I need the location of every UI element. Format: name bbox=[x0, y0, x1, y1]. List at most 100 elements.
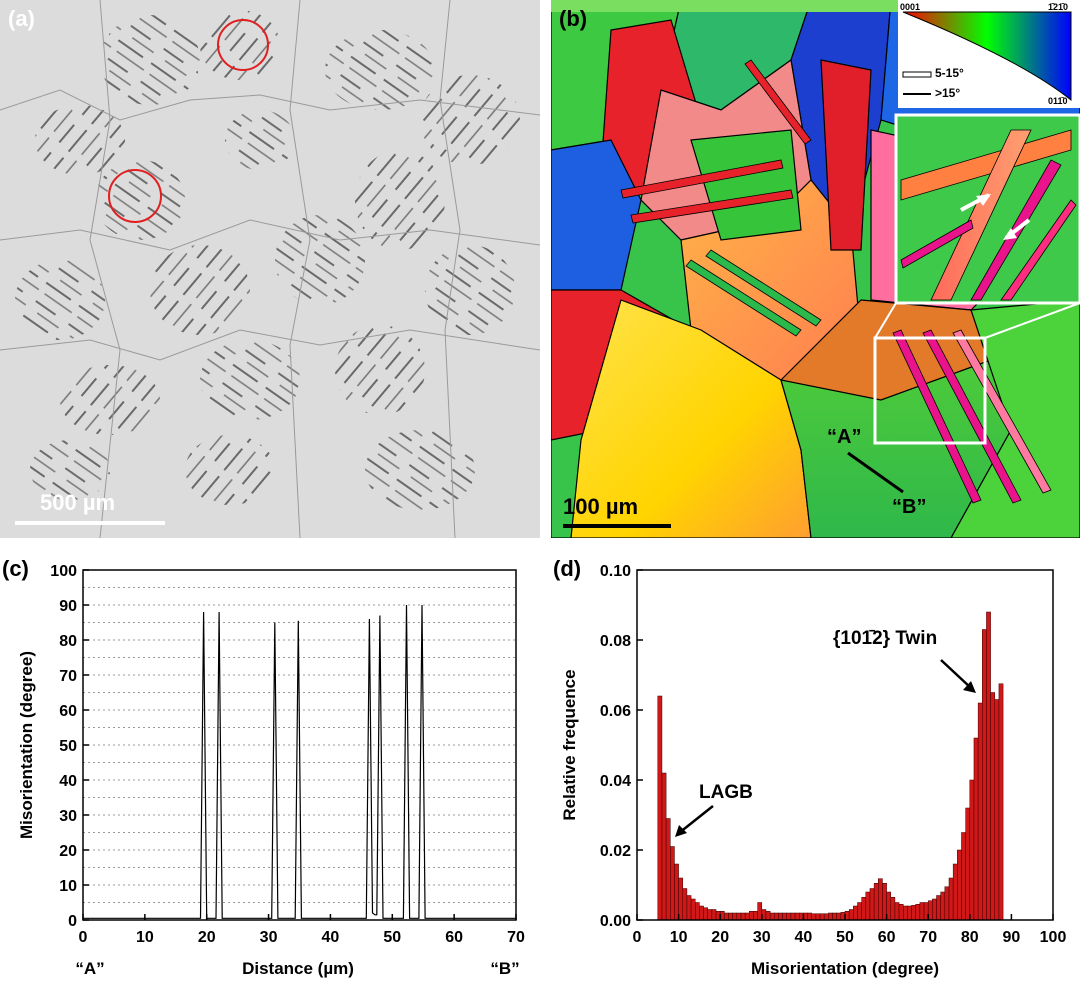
y-tick-label-d: 0.08 bbox=[600, 633, 631, 650]
plot-frame-d bbox=[636, 569, 1054, 921]
histogram-bar bbox=[782, 912, 788, 921]
x-tick-label-c: 50 bbox=[383, 929, 401, 946]
histogram-bar bbox=[898, 904, 904, 921]
histogram-bar bbox=[994, 699, 1000, 921]
y-tick-label-c: 50 bbox=[59, 738, 77, 755]
y-tick-label-c: 0 bbox=[68, 913, 77, 930]
y-tick-label-c: 10 bbox=[59, 878, 77, 895]
panel-a-micrograph: (a) 500 µm bbox=[0, 0, 541, 539]
histogram-bar bbox=[907, 905, 912, 921]
histogram-bar bbox=[836, 912, 842, 921]
histogram-bar bbox=[986, 611, 991, 921]
x-tick-label-c: 20 bbox=[198, 929, 216, 946]
histogram-bar bbox=[890, 897, 896, 921]
x-tick-label-d: 50 bbox=[836, 929, 854, 946]
histogram-bar bbox=[732, 912, 738, 921]
histogram-bar bbox=[952, 863, 958, 921]
histogram-bar bbox=[998, 683, 1004, 921]
ipf-corner-1210: 1̄21̄0 bbox=[1048, 2, 1069, 12]
y-tick-label-c: 60 bbox=[59, 703, 77, 720]
histogram-bar bbox=[811, 913, 817, 921]
y-tick-label-c: 20 bbox=[59, 843, 77, 860]
y-tick-label-c: 80 bbox=[59, 633, 77, 650]
y-tick-label-c: 100 bbox=[50, 563, 77, 580]
y-tick-label-d: 0.00 bbox=[600, 913, 631, 930]
histogram-bar bbox=[665, 818, 671, 921]
histogram-bar bbox=[861, 897, 867, 921]
x-tick-label-c: 30 bbox=[260, 929, 278, 946]
histogram-bar bbox=[661, 772, 667, 921]
histogram-bar bbox=[990, 692, 996, 921]
annotation-arrow-twin-icon bbox=[940, 659, 972, 689]
histogram-bar bbox=[790, 912, 796, 921]
y-tick-label-c: 40 bbox=[59, 773, 77, 790]
optical-micrograph-image bbox=[0, 0, 541, 539]
histogram-bar bbox=[749, 911, 754, 921]
histogram-bar bbox=[853, 905, 858, 921]
x-tick-label-d: 60 bbox=[878, 929, 896, 946]
histogram-bar bbox=[794, 912, 800, 921]
histogram-bar bbox=[674, 863, 679, 921]
x-tick-label-d: 10 bbox=[670, 929, 688, 946]
histogram-bar bbox=[873, 883, 879, 921]
highlight-circle-2 bbox=[108, 169, 162, 223]
histogram-bar bbox=[902, 905, 908, 921]
y-tick-label-c: 30 bbox=[59, 808, 77, 825]
profile-series-line bbox=[83, 604, 516, 919]
ipf-corner-0110: 011̄0 bbox=[1048, 96, 1068, 106]
histogram-bar bbox=[977, 702, 983, 921]
histogram-bar bbox=[699, 905, 704, 921]
panel-d-chart: (d) 0.00 0.02 0.04 0.06 0.08 0.10 0 10 20 30 40 50 6… bbox=[551, 548, 1080, 979]
inset-arrows-icon bbox=[960, 193, 1031, 240]
scale-bar-a bbox=[15, 521, 165, 525]
line-end-label: “B” bbox=[892, 496, 927, 518]
x-tick-label-c: 0 bbox=[79, 929, 88, 946]
misorientation-histogram-chart: 0.00 0.02 0.04 0.06 0.08 0.10 0 10 20 30 40 50 60 70 8… bbox=[560, 563, 1067, 978]
histogram-bar bbox=[711, 909, 717, 921]
histogram-bar bbox=[682, 888, 688, 921]
histogram-bar bbox=[940, 891, 946, 921]
x-tick-label-d: 30 bbox=[753, 929, 771, 946]
histogram-bar bbox=[961, 832, 966, 921]
boundary-legend-high-angle: >15° bbox=[935, 86, 961, 100]
y-tick-label-d: 0.02 bbox=[600, 843, 631, 860]
annotation-arrow-lagb-icon bbox=[678, 805, 714, 834]
histogram-bar bbox=[848, 909, 854, 921]
histogram-bar bbox=[670, 846, 675, 921]
histogram-bar bbox=[744, 912, 750, 921]
histogram-bar bbox=[973, 737, 979, 921]
histogram-bar bbox=[657, 695, 663, 921]
annotation-twin: {101̄2} Twin bbox=[833, 628, 937, 649]
x-tick-label-c: 10 bbox=[136, 929, 154, 946]
histogram-bar bbox=[911, 905, 916, 921]
histogram-bar bbox=[823, 913, 829, 921]
histogram-bar bbox=[869, 888, 875, 921]
histogram-bar bbox=[969, 779, 975, 921]
boundary-legend-low-angle: 5-15° bbox=[935, 66, 964, 80]
panel-label-a: (a) bbox=[8, 6, 35, 31]
histogram-bar bbox=[815, 913, 821, 921]
scale-bar-b bbox=[563, 524, 671, 528]
histogram-bar bbox=[686, 895, 692, 921]
x-tick-label-c: 40 bbox=[322, 929, 340, 946]
histogram-bar bbox=[857, 902, 862, 921]
panel-b-ebsd-map: (b) 0001 1̄21̄0 011̄0 5-15° >15° “A” “B”… bbox=[551, 0, 1080, 538]
histogram-bar bbox=[944, 886, 950, 921]
y-axis-label-d: Relative frequence bbox=[560, 669, 579, 820]
histogram-bar bbox=[769, 912, 775, 921]
x-tick-label-d: 20 bbox=[711, 929, 729, 946]
histogram-bar bbox=[694, 902, 700, 921]
histogram-bar bbox=[965, 807, 971, 921]
ebsd-ipf-map bbox=[551, 0, 1080, 538]
x-axis-label-c: Distance (µm) bbox=[242, 959, 354, 978]
scale-bar-label-a: 500 µm bbox=[40, 490, 116, 515]
x-tick-label-d: 80 bbox=[961, 929, 979, 946]
highlight-circle-1 bbox=[217, 19, 269, 71]
y-tick-label-d: 0.04 bbox=[600, 773, 631, 790]
histogram-bar bbox=[919, 902, 925, 921]
x-tick-label-d: 40 bbox=[795, 929, 813, 946]
histogram-bar bbox=[878, 878, 883, 921]
x-end-label-c: “B” bbox=[490, 959, 519, 978]
x-tick-label-d: 100 bbox=[1040, 929, 1067, 946]
histogram-bar bbox=[932, 898, 937, 921]
